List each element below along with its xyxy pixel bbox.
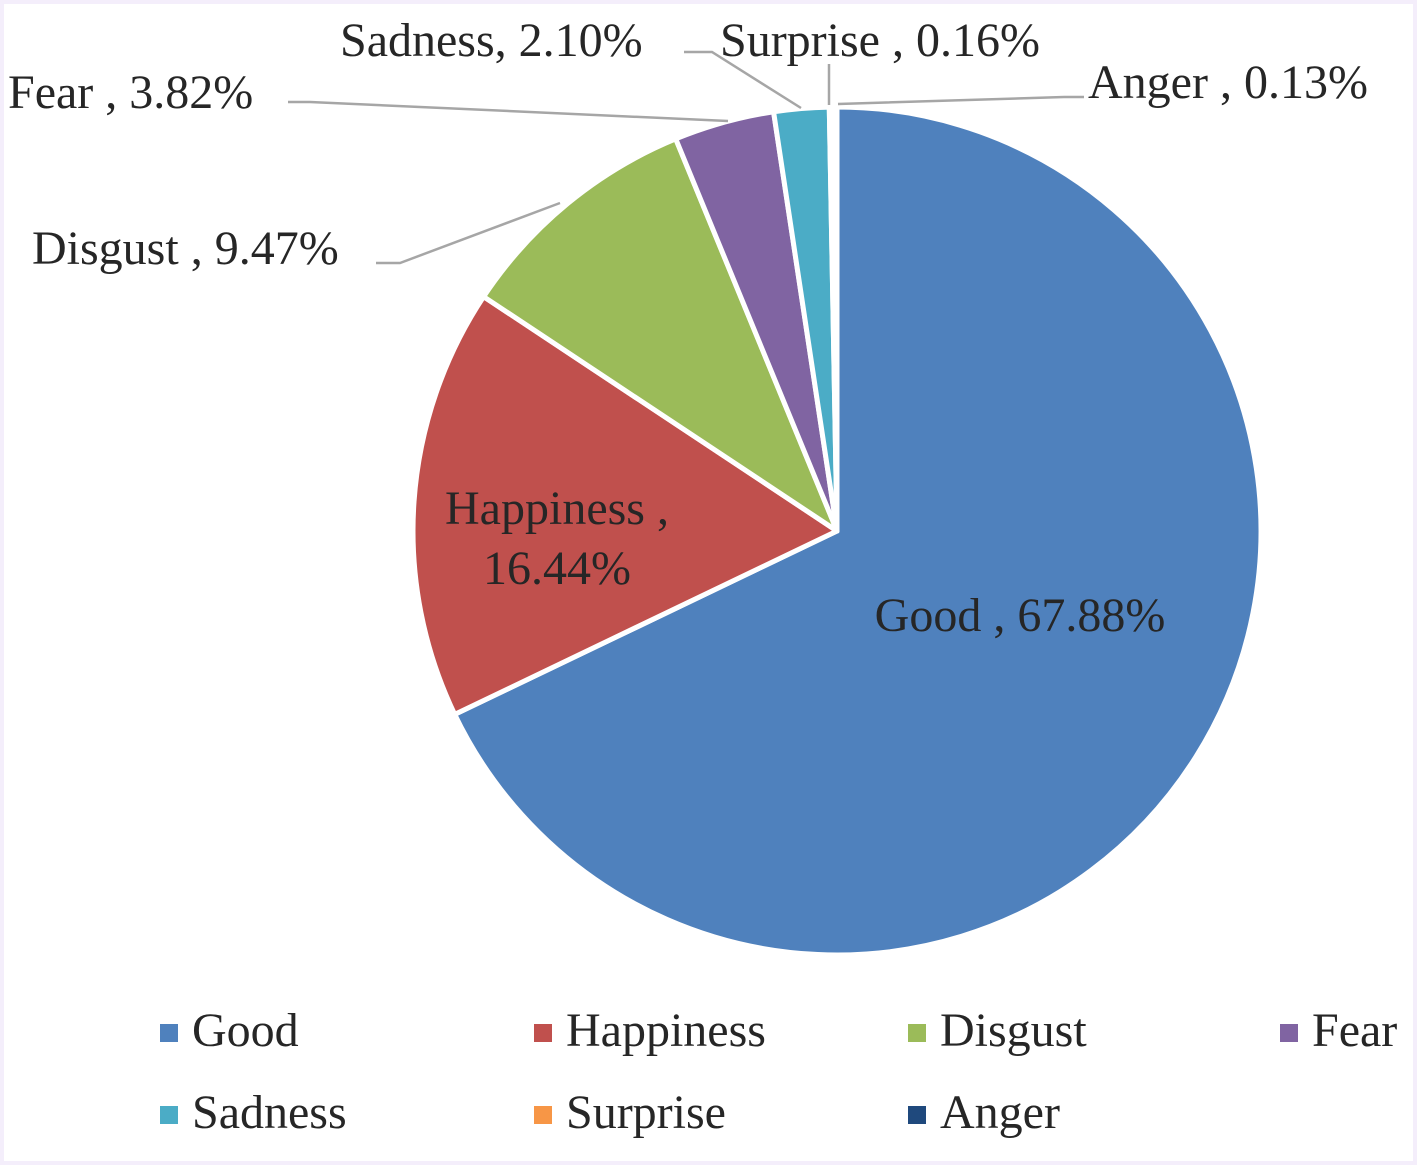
legend-item-good: Good — [160, 1004, 299, 1057]
data-label-text-good: Good , 67.88% — [875, 589, 1166, 642]
legend-item-surprise: Surprise — [534, 1086, 726, 1139]
legend-item-fear: Fear — [1280, 1004, 1397, 1057]
leader-line-anger — [837, 95, 1084, 106]
data-label-surprise: Surprise , 0.16% — [720, 14, 1040, 67]
legend-item-happiness: Happiness — [534, 1004, 766, 1057]
legend-swatch-disgust — [908, 1024, 926, 1042]
chart-frame: Good , 67.88% Happiness , 16.44% Disgust , … — [4, 4, 1413, 1161]
legend-swatch-surprise — [534, 1106, 552, 1124]
legend-label-sadness: Sadness — [192, 1086, 347, 1139]
data-label-happiness: Happiness , 16.44% — [445, 482, 669, 595]
legend-item-anger: Anger — [908, 1086, 1060, 1139]
legend: Good Happiness Disgust Fear Sadness Surprise A… — [160, 1004, 1397, 1139]
legend-label-anger: Anger — [940, 1086, 1060, 1139]
pie-chart: Good , 67.88% Happiness , 16.44% Disgust , … — [8, 14, 1397, 1139]
data-label-text-anger: Anger , 0.13% — [1088, 56, 1368, 109]
data-label-fear: Fear , 3.82% — [8, 66, 253, 119]
leader-line-sadness — [684, 50, 802, 110]
data-label-text-fear: Fear , 3.82% — [8, 66, 253, 119]
legend-swatch-anger — [908, 1106, 926, 1124]
pie-slice-happiness — [410, 294, 840, 717]
data-label-text-disgust: Disgust , 9.47% — [32, 222, 339, 275]
legend-label-happiness: Happiness — [566, 1004, 766, 1057]
legend-swatch-fear — [1280, 1024, 1298, 1042]
legend-swatch-sadness — [160, 1106, 178, 1124]
pie-slices — [410, 104, 1264, 958]
data-label-sadness: Sadness, 2.10% — [340, 14, 643, 67]
leader-lines — [288, 50, 1084, 265]
leader-line-disgust — [376, 201, 561, 265]
data-label-text-surprise: Surprise , 0.16% — [720, 14, 1040, 67]
pie-slice-good — [452, 104, 1264, 958]
data-label-text-happiness-2: 16.44% — [483, 542, 631, 595]
data-label-text-happiness-1: Happiness , — [445, 482, 669, 535]
legend-label-good: Good — [192, 1004, 299, 1057]
pie-slice-disgust — [481, 136, 840, 534]
data-label-disgust: Disgust , 9.47% — [32, 222, 339, 275]
leader-line-fear — [288, 100, 729, 123]
legend-label-disgust: Disgust — [940, 1004, 1087, 1057]
data-label-text-sadness: Sadness, 2.10% — [340, 14, 643, 67]
data-labels: Good , 67.88% Happiness , 16.44% Disgust , … — [8, 14, 1368, 642]
legend-item-sadness: Sadness — [160, 1086, 347, 1139]
legend-label-surprise: Surprise — [566, 1086, 726, 1139]
legend-item-disgust: Disgust — [908, 1004, 1087, 1057]
data-label-anger: Anger , 0.13% — [1088, 56, 1368, 109]
legend-label-fear: Fear — [1312, 1004, 1397, 1057]
legend-swatch-happiness — [534, 1024, 552, 1042]
pie-slice-anger — [831, 104, 840, 534]
legend-swatch-good — [160, 1024, 178, 1042]
data-label-good: Good , 67.88% — [875, 589, 1166, 642]
